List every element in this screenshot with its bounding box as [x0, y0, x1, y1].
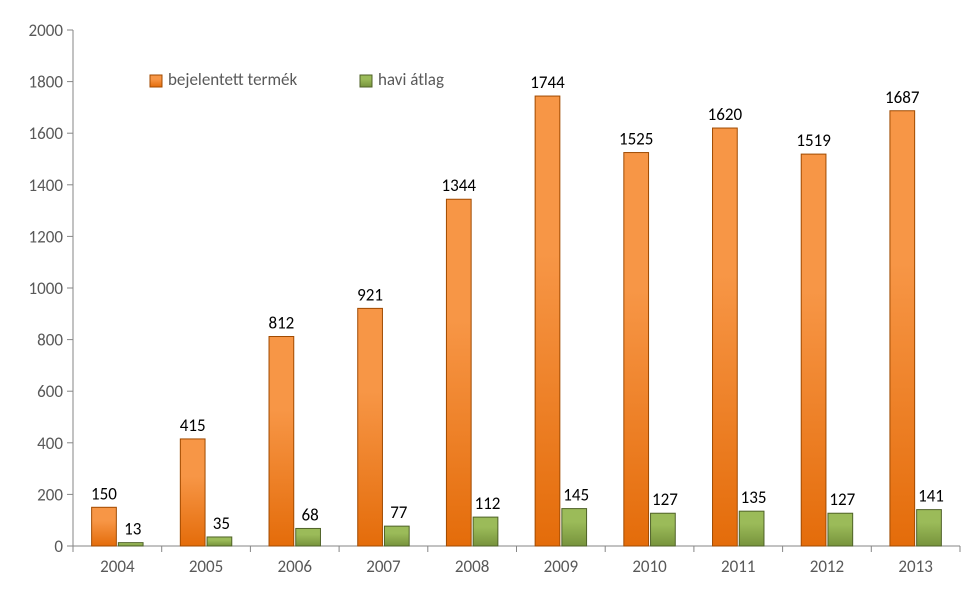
data-label: 921 — [357, 284, 383, 305]
bar-secondary — [651, 513, 676, 546]
bar-primary — [535, 96, 560, 546]
x-axis-label: 2007 — [366, 556, 401, 577]
legend-label: bejelentett termék — [168, 69, 297, 90]
bar-secondary — [207, 537, 232, 546]
legend-swatch — [150, 75, 162, 87]
bar-secondary — [828, 513, 853, 546]
bar-secondary — [739, 511, 764, 546]
bar-primary — [624, 153, 649, 546]
legend-swatch — [360, 75, 372, 87]
bar-primary — [92, 507, 117, 546]
data-label: 1744 — [530, 72, 565, 93]
y-axis-label: 2000 — [29, 20, 64, 41]
y-axis-label: 1600 — [29, 123, 64, 144]
data-label: 68 — [301, 504, 318, 525]
x-axis-label: 2008 — [455, 556, 489, 577]
data-label: 127 — [652, 489, 678, 510]
bar-primary — [713, 128, 738, 546]
data-label: 135 — [741, 487, 767, 508]
y-axis-label: 1400 — [29, 175, 64, 196]
x-axis-label: 2004 — [100, 556, 135, 577]
data-label: 145 — [563, 485, 589, 506]
y-axis-label: 0 — [54, 536, 63, 557]
data-label: 112 — [475, 493, 501, 514]
bar-secondary — [562, 509, 587, 546]
data-label: 1525 — [619, 129, 653, 150]
data-label: 1687 — [885, 87, 920, 108]
x-axis-label: 2012 — [810, 556, 844, 577]
y-axis-label: 800 — [37, 330, 63, 351]
y-axis-label: 400 — [37, 433, 63, 454]
bar-secondary — [473, 517, 498, 546]
data-label: 127 — [829, 489, 855, 510]
legend-label: havi átlag — [378, 69, 444, 90]
x-axis-label: 2009 — [544, 556, 579, 577]
data-label: 1344 — [442, 175, 477, 196]
bar-primary — [890, 111, 915, 546]
bar-secondary — [917, 510, 942, 546]
y-axis-label: 1000 — [29, 278, 64, 299]
y-axis-label: 1800 — [29, 72, 64, 93]
y-axis-label: 200 — [37, 484, 63, 505]
x-axis-label: 2010 — [632, 556, 667, 577]
x-axis-label: 2013 — [898, 556, 932, 577]
y-axis-label: 600 — [37, 381, 63, 402]
bar-primary — [269, 337, 294, 546]
x-axis-label: 2011 — [721, 556, 755, 577]
bar-primary — [801, 154, 826, 546]
bar-chart: 0 200 400 600 800 1000 1200 1400 1600 1800 2000 150… — [0, 0, 980, 593]
bar-secondary — [118, 543, 143, 546]
x-axis-label: 2005 — [189, 556, 223, 577]
data-label: 1519 — [796, 130, 831, 151]
data-label: 35 — [213, 513, 230, 534]
bar-secondary — [384, 526, 409, 546]
data-label: 415 — [180, 415, 206, 436]
data-label: 812 — [268, 313, 294, 334]
data-label: 13 — [124, 519, 141, 540]
data-label: 141 — [918, 486, 944, 507]
bar-primary — [446, 199, 471, 546]
chart-container: 0 200 400 600 800 1000 1200 1400 1600 1800 2000 150… — [0, 0, 980, 593]
data-label: 1620 — [708, 104, 743, 125]
bar-primary — [180, 439, 205, 546]
bar-secondary — [296, 528, 321, 546]
x-axis-label: 2006 — [278, 556, 313, 577]
bar-primary — [358, 308, 383, 546]
data-label: 77 — [390, 502, 408, 523]
data-label: 150 — [91, 483, 117, 504]
y-axis-label: 1200 — [29, 226, 64, 247]
